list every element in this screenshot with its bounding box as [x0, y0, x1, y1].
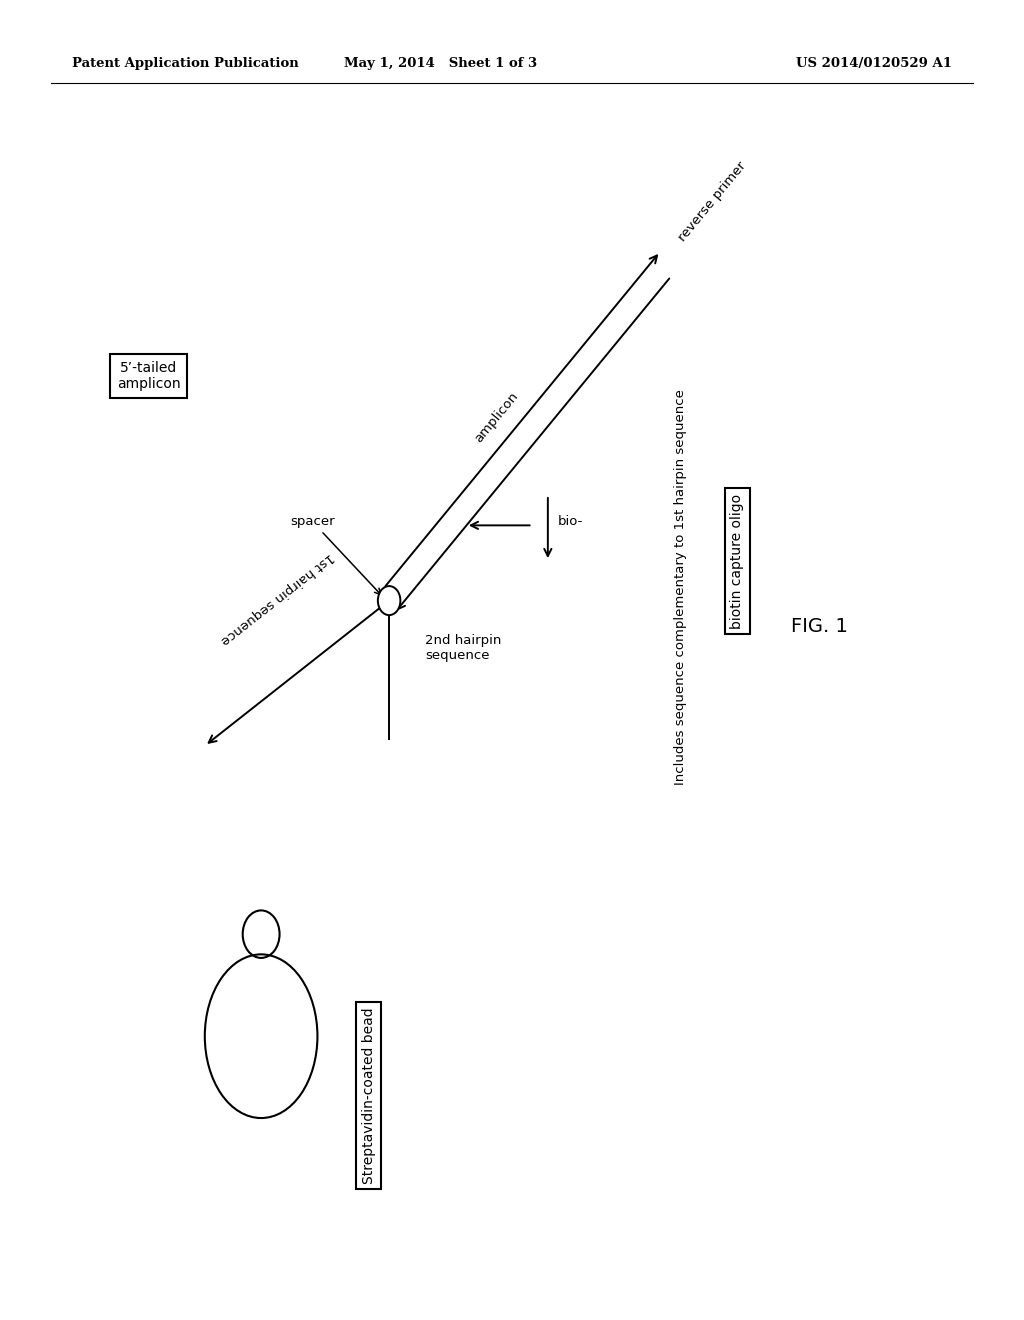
Text: 2nd hairpin
sequence: 2nd hairpin sequence	[425, 634, 502, 661]
Text: May 1, 2014   Sheet 1 of 3: May 1, 2014 Sheet 1 of 3	[344, 57, 537, 70]
Text: Patent Application Publication: Patent Application Publication	[72, 57, 298, 70]
Text: bio-: bio-	[558, 515, 584, 528]
Text: US 2014/0120529 A1: US 2014/0120529 A1	[797, 57, 952, 70]
Text: spacer: spacer	[290, 515, 381, 595]
Circle shape	[378, 586, 400, 615]
Text: 1st hairpin sequence: 1st hairpin sequence	[217, 550, 336, 647]
Text: FIG. 1: FIG. 1	[791, 618, 848, 636]
Text: amplicon: amplicon	[472, 391, 521, 445]
Text: biotin capture oligo: biotin capture oligo	[730, 494, 744, 628]
Text: reverse primer: reverse primer	[676, 160, 749, 244]
Text: Streptavidin-coated bead: Streptavidin-coated bead	[361, 1007, 376, 1184]
Text: 5’-tailed
amplicon: 5’-tailed amplicon	[117, 362, 180, 391]
Text: Includes sequence complementary to 1st hairpin sequence: Includes sequence complementary to 1st h…	[675, 389, 687, 785]
